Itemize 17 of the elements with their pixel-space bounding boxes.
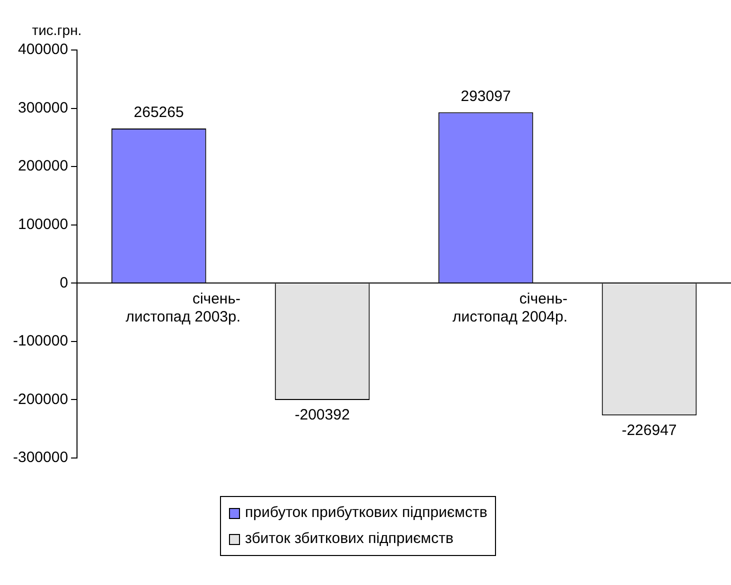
x-tick-label: січень-листопад 2004р.	[452, 290, 568, 326]
y-tick-label: 300000	[18, 99, 68, 116]
y-tick-label: -200000	[12, 390, 68, 408]
y-tick-label: 0	[60, 274, 68, 292]
y-axis-title: тис.грн.	[32, 22, 82, 38]
legend-label: збиток збиткових підприємств	[245, 529, 454, 549]
data-label: -226947	[622, 422, 677, 440]
data-label: 265265	[134, 104, 184, 122]
y-tick-label: 400000	[18, 41, 68, 58]
y-tick-label: -300000	[12, 449, 68, 466]
data-label: 293097	[460, 88, 511, 105]
y-tick-label: 200000	[18, 158, 68, 175]
data-label: -200392	[294, 406, 350, 424]
y-tick-label: 100000	[18, 216, 68, 233]
legend-label: прибуток прибуткових підприємств	[245, 503, 488, 523]
x-tick-label: січень-листопад 2003р.	[126, 290, 241, 326]
y-tick-label: -100000	[12, 332, 68, 350]
